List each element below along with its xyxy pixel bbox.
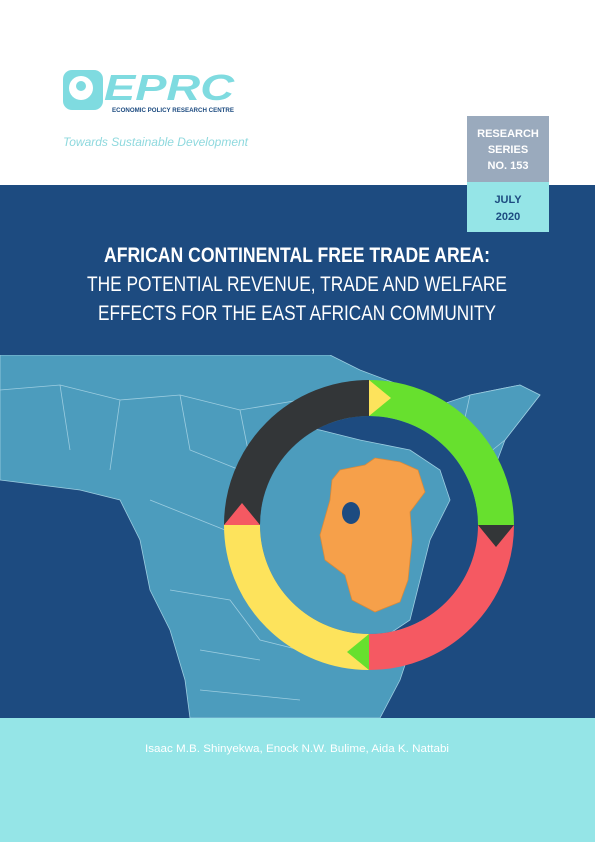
badge-text: JULY (494, 194, 522, 206)
series-badge (467, 116, 549, 182)
ring-segment (224, 524, 370, 670)
arrowhead (347, 634, 369, 670)
logo: EPRC ECONOMIC POLICY RESEARCH CENTRE (63, 67, 235, 114)
footer-band (0, 718, 595, 842)
logo-text: EPRC (104, 67, 235, 108)
lake-victoria (342, 502, 360, 524)
inner-map (260, 419, 451, 634)
tagline: Towards Sustainable Development (63, 135, 249, 149)
date-badge (467, 182, 549, 232)
ring-segment (368, 380, 514, 526)
ring (224, 380, 514, 670)
arrowhead (478, 525, 514, 547)
title-line: EFFECTS FOR THE EAST AFRICAN COMMUNITY (98, 302, 496, 325)
arrowhead (369, 380, 391, 416)
badge-text: NO. 153 (488, 160, 529, 172)
organization: ECONOMIC POLICY RESEARCH CENTRE (112, 107, 235, 114)
ring-segment (368, 524, 514, 670)
arrowhead (224, 503, 260, 525)
title-line: AFRICAN CONTINENTAL FREE TRADE AREA: (104, 244, 490, 267)
eac-region (319, 457, 426, 613)
ring-segment (224, 380, 370, 526)
badge-text: RESEARCH (477, 128, 539, 140)
badge-text: 2020 (496, 211, 520, 223)
badge-text: SERIES (488, 144, 528, 156)
title-line: THE POTENTIAL REVENUE, TRADE AND WELFARE (87, 273, 507, 296)
authors: Isaac M.B. Shinyekwa, Enock N.W. Bulime,… (145, 743, 449, 755)
